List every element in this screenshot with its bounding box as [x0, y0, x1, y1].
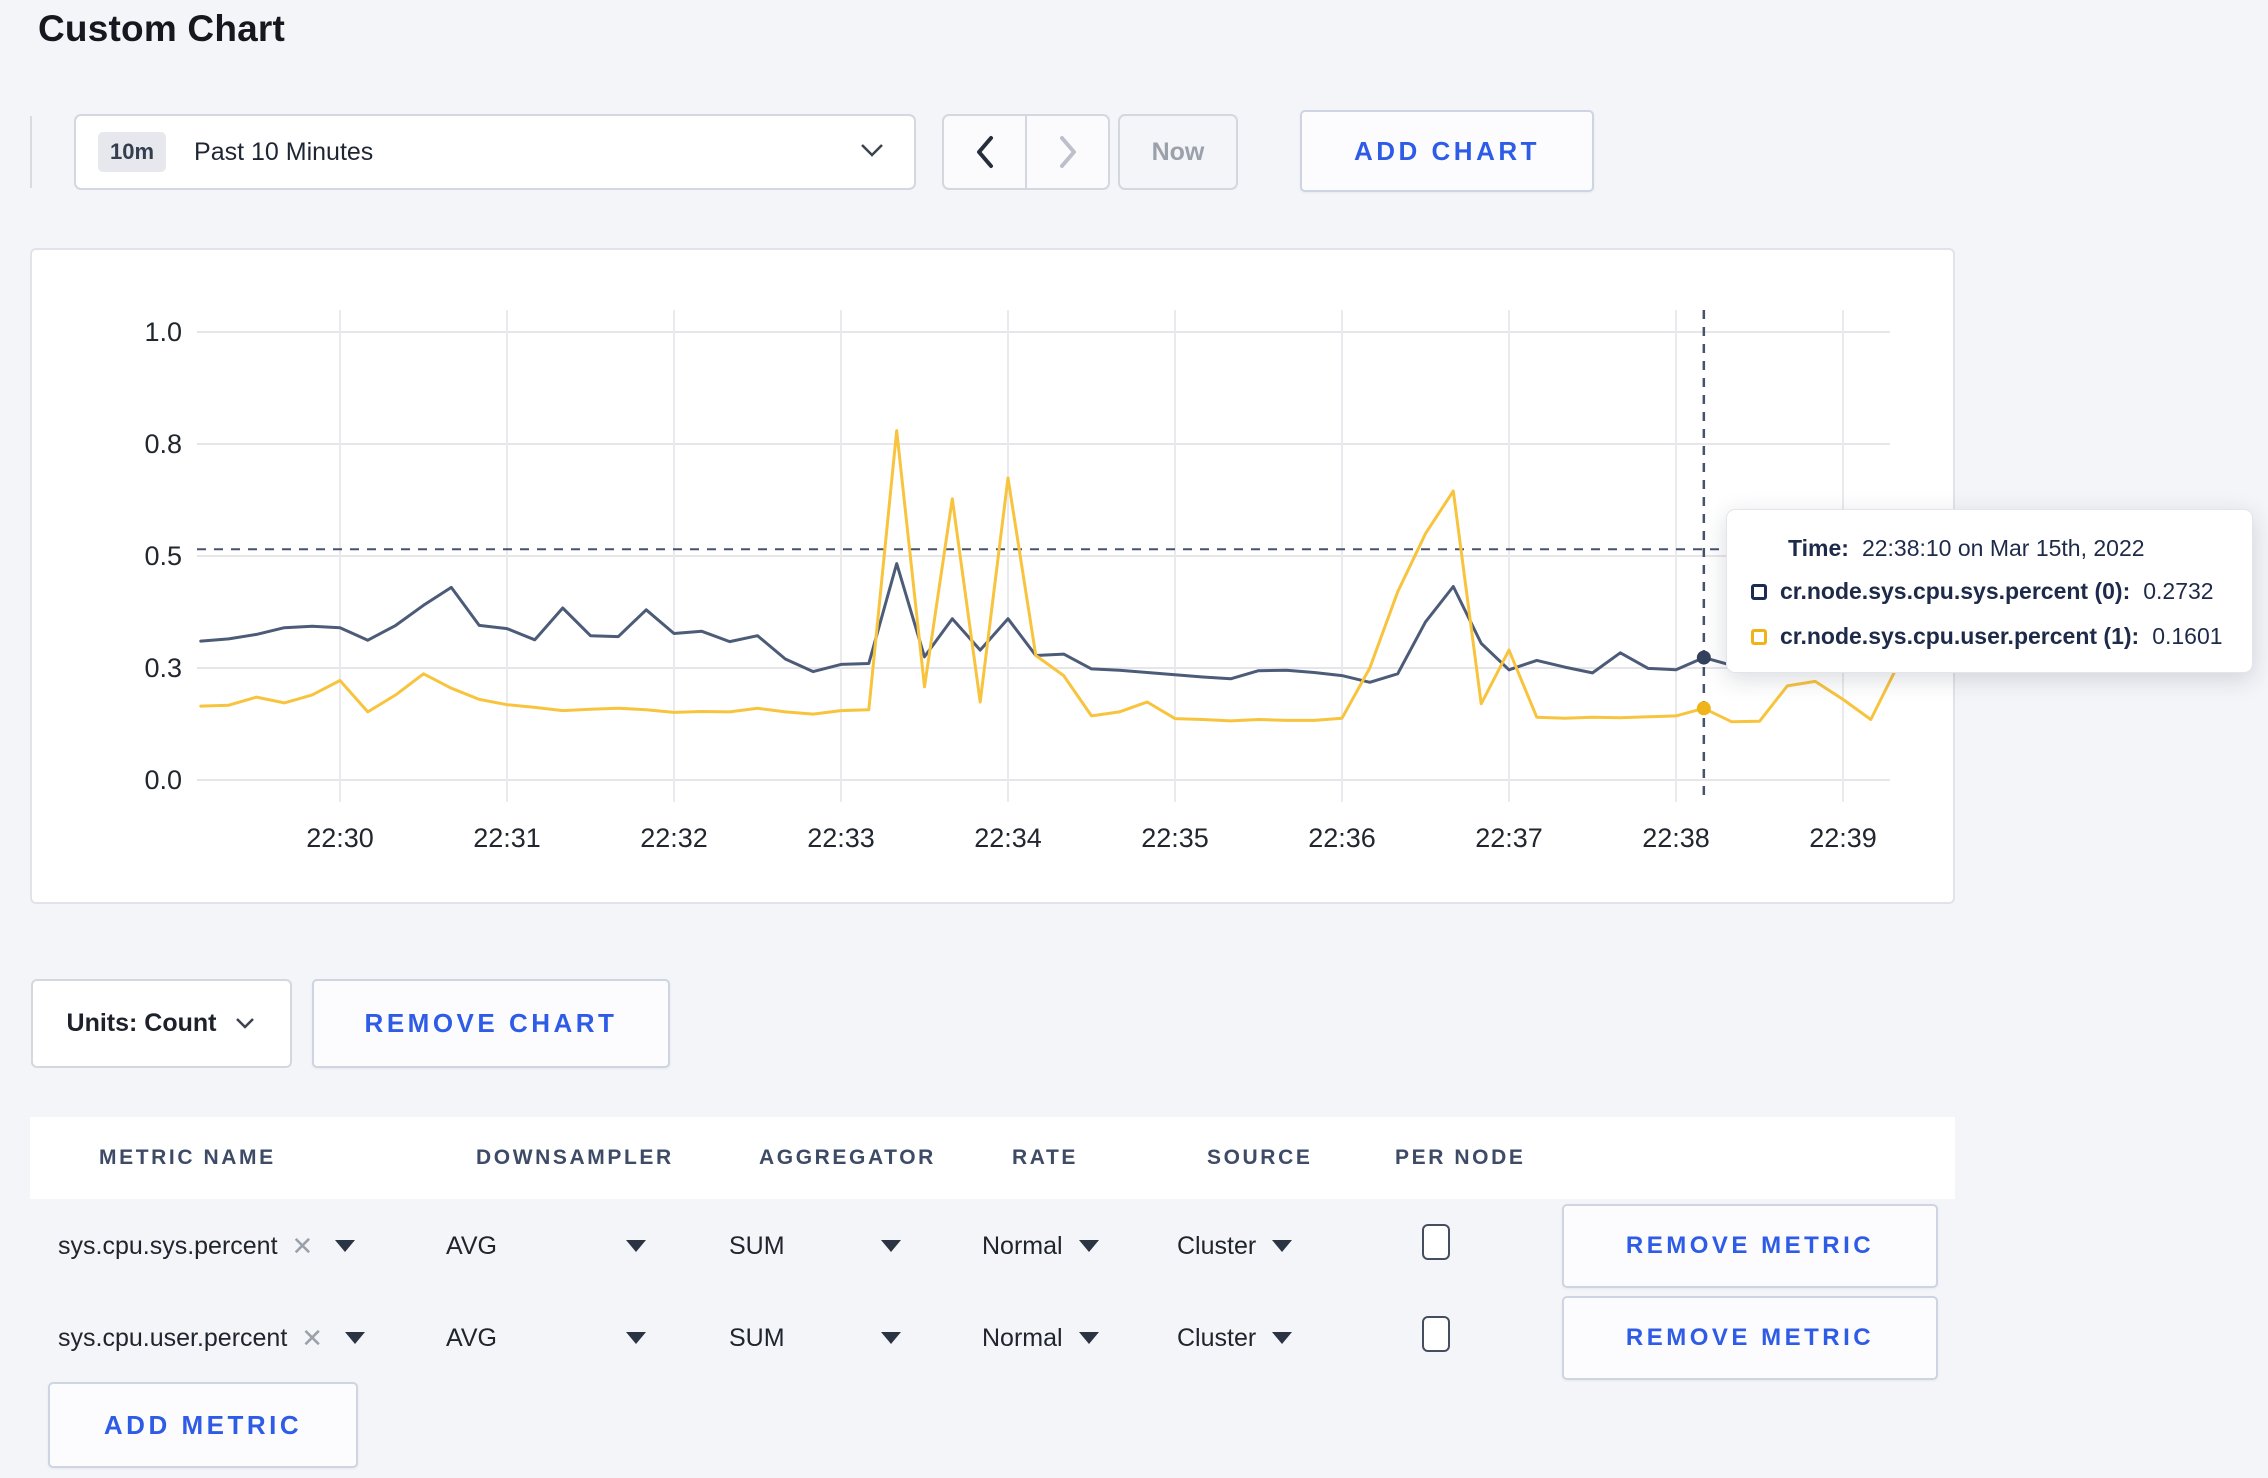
remove-chart-button[interactable]: REMOVE CHART	[312, 979, 670, 1068]
per-node-checkbox[interactable]	[1422, 1224, 1450, 1260]
dropdown-caret-icon	[626, 1332, 646, 1344]
chart-card: 1.0 0.8 0.5 0.3 0.0 22:30 22:31 22:32 22:33 22:34…	[30, 248, 1955, 904]
source-select[interactable]: Cluster	[1177, 1204, 1293, 1288]
clear-metric-icon[interactable]: ✕	[301, 1322, 324, 1353]
column-header: AGGREGATOR	[759, 1146, 936, 1169]
column-header: SOURCE	[1207, 1146, 1313, 1169]
dropdown-caret-icon	[626, 1240, 646, 1252]
y-axis-tick-label: 1.0	[144, 317, 182, 347]
tooltip-series-label: cr.node.sys.cpu.sys.percent (0):	[1780, 578, 2131, 604]
hover-point-dot	[1696, 650, 1711, 665]
y-axis-tick-label: 0.8	[144, 429, 182, 459]
remove-metric-button[interactable]: REMOVE METRIC	[1562, 1296, 1938, 1380]
metric-table-row: sys.cpu.user.percent ✕ AVG SUM Normal Cl…	[0, 1296, 2268, 1380]
column-header: PER NODE	[1395, 1146, 1526, 1169]
dropdown-caret-icon	[345, 1332, 366, 1344]
next-time-button[interactable]	[1025, 116, 1108, 188]
chart-plot[interactable]: 1.0 0.8 0.5 0.3 0.0 22:30 22:31 22:32 22:33 22:34…	[32, 250, 1957, 906]
metric-table-row: sys.cpu.sys.percent ✕ AVG SUM Normal Clu…	[0, 1204, 2268, 1288]
series-line	[199, 429, 1901, 724]
add-metric-button[interactable]: ADD METRIC	[48, 1382, 358, 1468]
aggregator-select[interactable]: SUM	[729, 1204, 901, 1288]
chevron-down-icon	[234, 1009, 256, 1038]
tooltip-series-value: 0.2732	[2143, 578, 2214, 604]
y-axis-tick-label: 0.5	[144, 541, 182, 571]
tooltip-series-entry: cr.node.sys.cpu.user.percent (1): 0.1601	[1751, 623, 2228, 650]
x-axis-tick-label: 22:36	[1308, 823, 1376, 853]
metric-name-select[interactable]: sys.cpu.sys.percent ✕	[58, 1204, 356, 1288]
hover-point-dot	[1696, 701, 1711, 716]
x-axis-tick-label: 22:34	[974, 823, 1042, 853]
add-chart-button[interactable]: ADD CHART	[1300, 110, 1594, 192]
y-axis-tick-label: 0.3	[144, 653, 182, 683]
x-axis-tick-label: 22:35	[1141, 823, 1209, 853]
dropdown-caret-icon	[881, 1332, 901, 1344]
x-axis-tick-label: 22:32	[640, 823, 708, 853]
now-button[interactable]: Now	[1118, 114, 1238, 190]
downsampler-select[interactable]: AVG	[446, 1296, 646, 1380]
dropdown-caret-icon	[335, 1240, 356, 1252]
chevron-down-icon	[858, 140, 886, 165]
y-axis-tick-label: 0.0	[144, 765, 182, 795]
series-line	[199, 562, 1901, 684]
tooltip-time-value: 22:38:10 on Mar 15th, 2022	[1861, 535, 2145, 561]
x-axis-tick-label: 22:31	[473, 823, 541, 853]
dropdown-caret-icon	[1272, 1332, 1293, 1344]
column-header: RATE	[1012, 1146, 1079, 1169]
series-swatch-icon	[1751, 628, 1767, 645]
tooltip-series-label: cr.node.sys.cpu.user.percent (1):	[1780, 623, 2140, 649]
prev-time-button[interactable]	[944, 116, 1025, 188]
x-axis-tick-label: 22:30	[306, 823, 374, 853]
aggregator-select[interactable]: SUM	[729, 1296, 901, 1380]
tooltip-series-value: 0.1601	[2152, 623, 2223, 649]
rate-select[interactable]: Normal	[982, 1204, 1099, 1288]
time-window-nav	[942, 114, 1110, 190]
x-axis-tick-label: 22:33	[807, 823, 875, 853]
dropdown-caret-icon	[881, 1240, 901, 1252]
dropdown-caret-icon	[1078, 1332, 1099, 1344]
clear-metric-icon[interactable]: ✕	[291, 1230, 314, 1261]
x-axis-tick-label: 22:38	[1642, 823, 1710, 853]
toolbar-divider	[30, 116, 32, 188]
tooltip-series-entry: cr.node.sys.cpu.sys.percent (0): 0.2732	[1751, 578, 2228, 605]
units-label: Units: Count	[66, 1009, 217, 1037]
column-header: METRIC NAME	[99, 1146, 276, 1169]
time-range-badge: 10m	[98, 132, 167, 172]
downsampler-select[interactable]: AVG	[446, 1204, 646, 1288]
time-range-label: Past 10 Minutes	[194, 137, 374, 166]
x-axis-tick-label: 22:39	[1809, 823, 1877, 853]
rate-select[interactable]: Normal	[982, 1296, 1099, 1380]
source-select[interactable]: Cluster	[1177, 1296, 1293, 1380]
series-swatch-icon	[1751, 583, 1767, 600]
column-header: DOWNSAMPLER	[476, 1146, 674, 1169]
metric-name-select[interactable]: sys.cpu.user.percent ✕	[58, 1296, 366, 1380]
dropdown-caret-icon	[1078, 1240, 1099, 1252]
time-range-dropdown[interactable]: 10m Past 10 Minutes	[74, 114, 916, 190]
page-title: Custom Chart	[38, 8, 286, 49]
units-dropdown[interactable]: Units: Count	[31, 979, 292, 1068]
metrics-table-header: METRIC NAME DOWNSAMPLER AGGREGATOR RATE SOUR…	[30, 1117, 1955, 1199]
remove-metric-button[interactable]: REMOVE METRIC	[1562, 1204, 1938, 1288]
per-node-checkbox[interactable]	[1422, 1316, 1450, 1352]
chart-hover-tooltip: Time: 22:38:10 on Mar 15th, 2022 cr.node…	[1726, 509, 2253, 673]
x-axis-tick-label: 22:37	[1475, 823, 1543, 853]
tooltip-time-label: Time:	[1788, 535, 1849, 561]
dropdown-caret-icon	[1272, 1240, 1293, 1252]
